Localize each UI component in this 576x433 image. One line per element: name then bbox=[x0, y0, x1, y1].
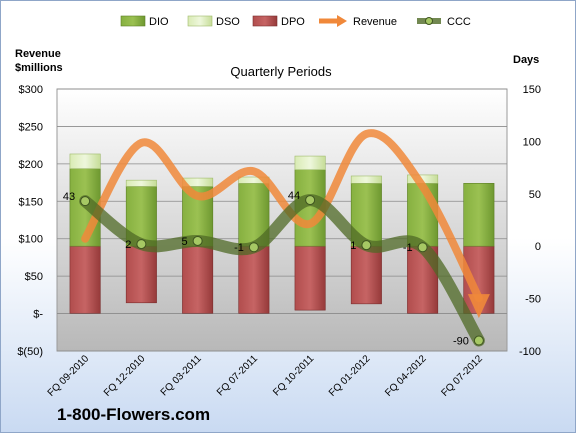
y-left-label-line2: $millions bbox=[15, 62, 63, 74]
ccc-data-label: -1 bbox=[403, 242, 413, 254]
x-tick-label: FQ 04-2012 bbox=[383, 353, 429, 399]
y-left-label-line1: Revenue bbox=[15, 48, 61, 60]
x-tick-label: FQ 10-2011 bbox=[271, 353, 316, 398]
bar-dpo bbox=[294, 245, 326, 311]
x-tick-label: FQ 07-2011 bbox=[215, 353, 260, 398]
bar-dpo bbox=[350, 245, 382, 305]
legend-label: CCC bbox=[447, 16, 471, 28]
y-left-tick-label: $- bbox=[33, 309, 43, 321]
y-right-tick-label: 0 bbox=[535, 241, 541, 253]
bar-dpo bbox=[182, 245, 214, 314]
y-left-tick-label: $300 bbox=[19, 84, 43, 96]
revenue-arrowhead bbox=[467, 294, 490, 319]
ccc-point bbox=[361, 240, 372, 251]
y-right-label: Days bbox=[513, 54, 539, 66]
y-left-tick-label: $200 bbox=[19, 159, 43, 171]
y-left-tick-label: $250 bbox=[19, 121, 43, 133]
legend: DIO DSO DPO Revenue CCC bbox=[120, 15, 471, 28]
y-left-tick-label: $(50) bbox=[17, 346, 43, 358]
x-tick-label: FQ 03-2011 bbox=[159, 353, 204, 398]
legend-label: DPO bbox=[281, 16, 305, 28]
ccc-point bbox=[80, 196, 91, 207]
legend-arrow bbox=[337, 15, 347, 27]
legend-label: DIO bbox=[149, 16, 169, 28]
ccc-point bbox=[136, 239, 147, 250]
legend-swatch bbox=[252, 15, 278, 27]
bar-dpo bbox=[125, 245, 157, 304]
ccc-data-label: 43 bbox=[63, 191, 75, 203]
bar-dso bbox=[294, 155, 326, 170]
bar-dpo bbox=[69, 245, 101, 314]
y-right-tick-label: 150 bbox=[523, 84, 541, 96]
ccc-data-label: 2 bbox=[125, 239, 131, 251]
y-left-label: Revenue $millions bbox=[15, 48, 64, 74]
x-tick-label: FQ 09-2010 bbox=[46, 353, 92, 399]
bar-dso bbox=[350, 175, 382, 184]
bar-dio bbox=[463, 183, 495, 247]
y-right-tick-label: 100 bbox=[523, 136, 541, 148]
legend-marker bbox=[425, 17, 433, 25]
ccc-data-label: 5 bbox=[182, 236, 188, 248]
y-left-tick-label: $100 bbox=[19, 234, 43, 246]
x-tick-label: FQ 01-2012 bbox=[327, 353, 373, 399]
bar-dso bbox=[125, 179, 157, 187]
y-left-tick-label: $50 bbox=[25, 271, 43, 283]
legend-swatch bbox=[187, 15, 213, 27]
ccc-point bbox=[305, 195, 316, 206]
line-series: 43 2 5 -1 44 1 -1 -90 bbox=[63, 129, 490, 348]
brand-label: 1-800-Flowers.com bbox=[57, 405, 211, 424]
legend-swatch bbox=[120, 15, 146, 27]
bar-dso bbox=[69, 153, 101, 169]
ccc-data-label: 44 bbox=[288, 190, 300, 202]
ccc-point bbox=[417, 242, 428, 253]
legend-label: Revenue bbox=[353, 16, 397, 28]
bar-dpo bbox=[238, 245, 270, 314]
ccc-point bbox=[192, 235, 203, 246]
chart-title: Quarterly Periods bbox=[230, 64, 332, 79]
ccc-point bbox=[473, 335, 484, 346]
x-tick-label: FQ 07-2012 bbox=[439, 353, 485, 399]
y-left-tick-label: $150 bbox=[19, 196, 43, 208]
legend-label: DSO bbox=[216, 16, 240, 28]
ccc-point bbox=[248, 242, 259, 253]
y-right-tick-label: 50 bbox=[529, 189, 541, 201]
x-tick-label: FQ 12-2010 bbox=[102, 353, 148, 399]
y-right-tick-label: -100 bbox=[519, 346, 541, 358]
bar-dio bbox=[407, 183, 439, 247]
ccc-data-label: 1 bbox=[350, 240, 356, 252]
bar-series bbox=[69, 153, 495, 314]
ccc-data-label: -1 bbox=[234, 242, 244, 254]
ccc-data-label: -90 bbox=[453, 336, 469, 348]
y-right-tick-label: -50 bbox=[525, 294, 541, 306]
